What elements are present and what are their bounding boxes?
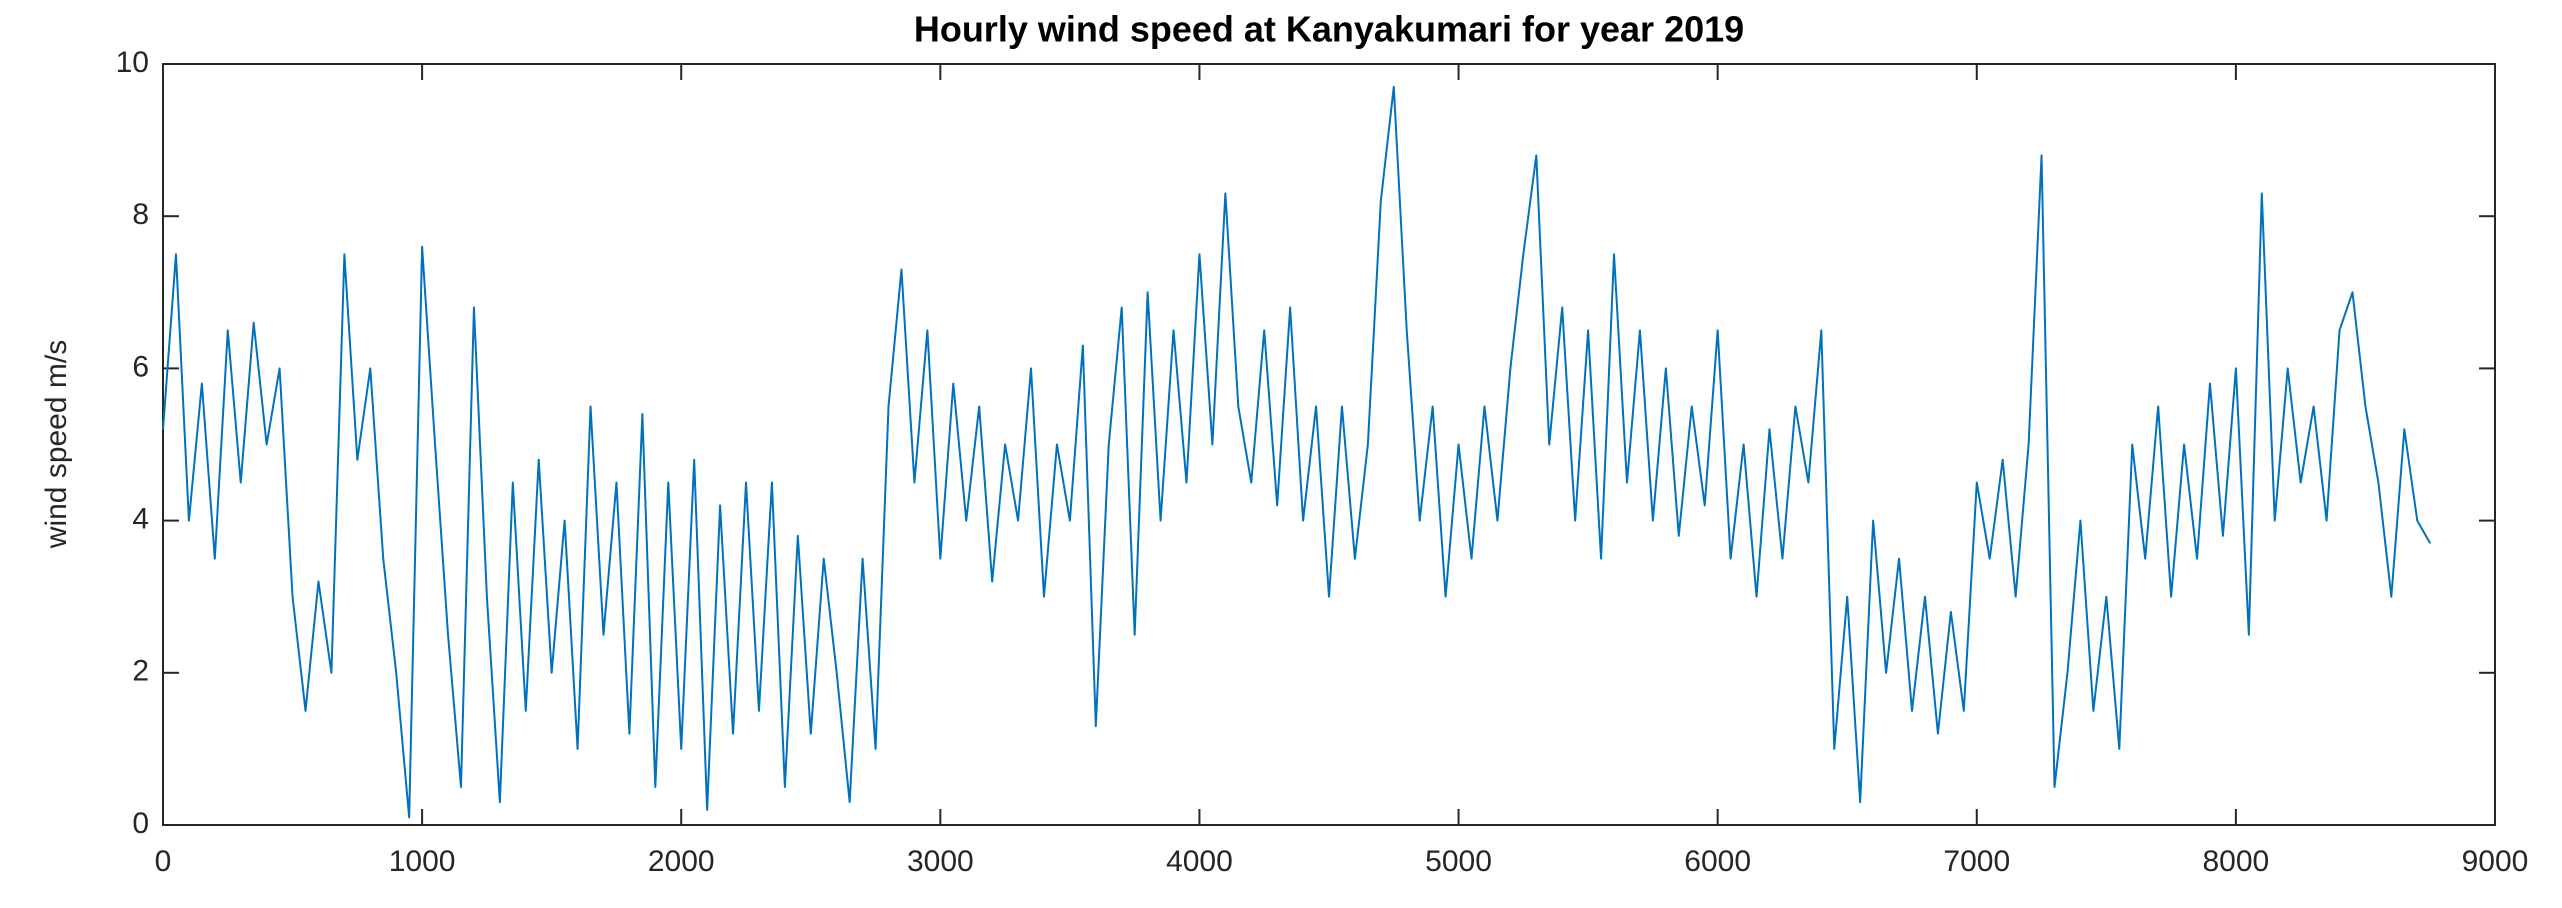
y-tick-label: 4 (132, 503, 149, 536)
chart-title: Hourly wind speed at Kanyakumari for yea… (914, 9, 1744, 50)
x-tick-label: 7000 (1943, 845, 2010, 878)
x-tick-label: 9000 (2462, 845, 2529, 878)
y-tick-label: 10 (116, 46, 149, 79)
x-tick-label: 2000 (648, 845, 715, 878)
x-tick-label: 6000 (1684, 845, 1751, 878)
y-axis-label: wind speed m/s (40, 340, 73, 549)
y-tick-label: 2 (132, 655, 149, 688)
x-tick-label: 8000 (2203, 845, 2270, 878)
x-tick-label: 0 (155, 845, 172, 878)
x-tick-label: 5000 (1425, 845, 1492, 878)
data-line (162, 85, 2432, 819)
axes-box (162, 63, 2496, 826)
x-tick-label: 1000 (389, 845, 456, 878)
y-tick-label: 6 (132, 350, 149, 383)
y-tick-label: 0 (132, 807, 149, 840)
x-tick-label: 3000 (907, 845, 974, 878)
y-tick-label: 8 (132, 198, 149, 231)
x-tick-label: 4000 (1166, 845, 1233, 878)
